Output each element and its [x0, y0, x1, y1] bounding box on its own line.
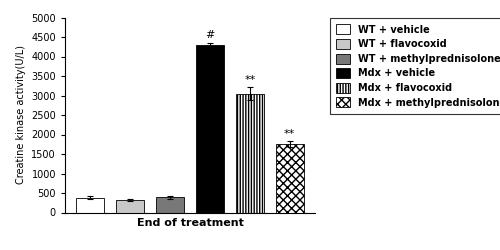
- Text: #: #: [205, 30, 214, 40]
- Text: **: **: [284, 129, 296, 139]
- Bar: [156, 197, 184, 212]
- Bar: [76, 198, 104, 212]
- Bar: [116, 200, 144, 212]
- Y-axis label: Creatine kinase activity(U/L): Creatine kinase activity(U/L): [16, 46, 26, 184]
- Bar: [276, 144, 303, 212]
- Bar: [196, 45, 224, 212]
- X-axis label: End of treatment: End of treatment: [136, 218, 244, 228]
- Text: **: **: [244, 74, 256, 85]
- Bar: [236, 94, 264, 212]
- Legend: WT + vehicle, WT + flavocoxid, WT + methylprednisolone, Mdx + vehicle, Mdx + fla: WT + vehicle, WT + flavocoxid, WT + meth…: [330, 18, 500, 114]
